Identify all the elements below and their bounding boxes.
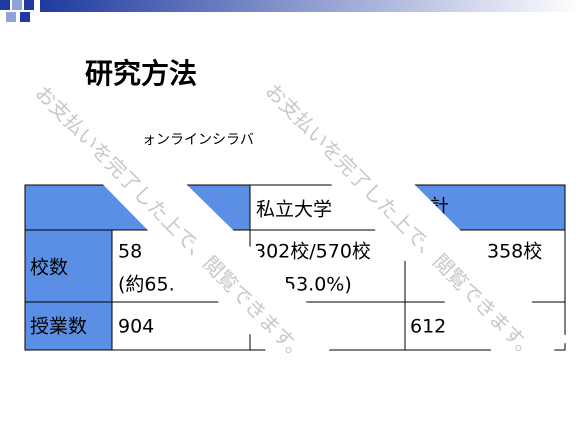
decoration <box>0 0 580 22</box>
cell: (約65. <box>118 274 175 296</box>
cell: 904 <box>118 316 154 338</box>
watermark-stripes <box>20 70 570 375</box>
row-label: 授業数 <box>30 316 87 338</box>
cell: 612 <box>410 316 446 338</box>
title: 研究方法 <box>85 57 197 90</box>
header-cell: 私立大学 <box>256 199 332 221</box>
cell: 302校/570校 <box>254 241 371 263</box>
cell: 53.0%) <box>284 274 352 296</box>
intro-text: ォンラインシラバ <box>142 132 254 148</box>
cell: 358校 <box>487 241 542 263</box>
row-label: 校数 <box>30 257 68 279</box>
cell: 58 <box>118 241 142 263</box>
